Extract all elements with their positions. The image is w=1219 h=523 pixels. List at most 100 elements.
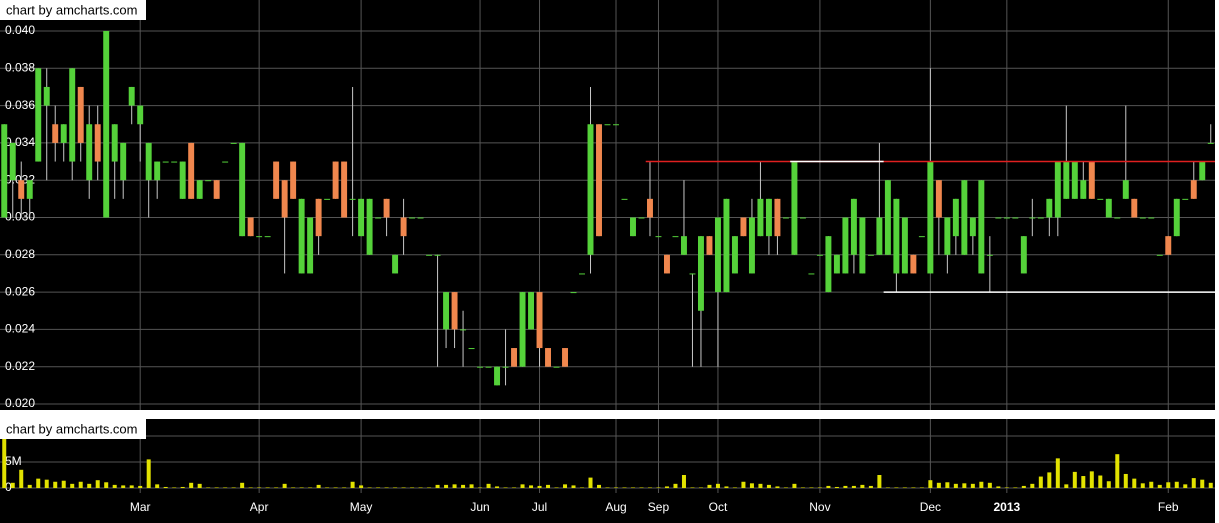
- candle-body: [315, 198, 322, 237]
- candle-body: [1173, 198, 1180, 237]
- volume-bar: [223, 487, 228, 488]
- volume-bar: [1038, 476, 1043, 488]
- candle-body: [808, 273, 815, 275]
- volume-bar: [877, 475, 882, 488]
- candle-body: [324, 198, 331, 200]
- candle-body: [120, 142, 127, 181]
- volume-bar: [452, 484, 457, 488]
- panel-gap: [0, 410, 1219, 419]
- volume-bar: [707, 484, 712, 488]
- candle-body: [791, 161, 798, 255]
- candle-body: [1114, 217, 1121, 219]
- volume-bar: [1132, 478, 1137, 488]
- volume-bar: [851, 485, 856, 488]
- candle-body: [383, 198, 390, 218]
- candle-body: [604, 124, 611, 126]
- y-tick-label: 0.036: [5, 98, 35, 112]
- volume-bar: [809, 487, 814, 488]
- volume-bar: [478, 487, 483, 488]
- candle-body: [1199, 161, 1206, 181]
- x-tick-label: 2013: [993, 500, 1020, 514]
- candle-body: [1020, 236, 1027, 274]
- volume-bar: [639, 487, 644, 488]
- x-tick-label: Oct: [709, 500, 728, 514]
- candle-body: [111, 124, 118, 162]
- candle-body: [723, 198, 730, 293]
- candle-body: [1046, 198, 1053, 218]
- volume-bar: [979, 481, 984, 488]
- candle-body: [638, 217, 645, 219]
- candle-body: [647, 198, 653, 218]
- x-tick-label: Feb: [1158, 500, 1179, 514]
- candle-body: [757, 198, 764, 237]
- volume-bar: [512, 487, 517, 488]
- candle-body: [171, 161, 178, 163]
- x-tick-label: Jul: [532, 500, 547, 514]
- volume-bar: [885, 487, 890, 488]
- volume-bar: [206, 487, 211, 488]
- volume-bar: [911, 487, 916, 488]
- volume-bar: [95, 480, 100, 488]
- candle-body: [528, 292, 535, 330]
- candle-body: [86, 124, 93, 181]
- candle-body: [341, 161, 348, 218]
- y-tick-label: 0.034: [5, 135, 35, 149]
- volume-bar: [27, 484, 32, 488]
- x-tick-label: Sep: [648, 500, 670, 514]
- candle-body: [502, 366, 509, 368]
- volume-bar: [53, 481, 58, 488]
- candle-body: [417, 217, 424, 219]
- volume-bar: [605, 487, 610, 488]
- volume-bar: [308, 487, 313, 488]
- candle-body: [307, 217, 314, 274]
- candle-body: [672, 236, 679, 238]
- volume-bar: [843, 485, 848, 488]
- volume-bar: [316, 484, 321, 488]
- volume-bar: [698, 487, 703, 488]
- y-tick-label: 0.022: [5, 359, 35, 373]
- volume-bar: [902, 487, 907, 488]
- candle-body: [944, 217, 951, 255]
- volume-bar: [656, 487, 661, 488]
- candle-body: [579, 273, 585, 275]
- volume-bar: [868, 485, 873, 488]
- candle-body: [867, 254, 874, 256]
- candle-body: [816, 254, 823, 256]
- candle-body: [273, 161, 280, 199]
- volume-bar: [741, 481, 746, 488]
- x-tick-label: Mar: [130, 500, 151, 514]
- candle-body: [910, 254, 917, 274]
- candle-body: [859, 217, 866, 274]
- candle-body: [103, 31, 110, 218]
- volume-bar: [240, 482, 245, 488]
- candle-body: [545, 348, 551, 367]
- volume-bar: [36, 478, 41, 488]
- volume-bar: [953, 483, 958, 488]
- volume-bar: [342, 487, 347, 488]
- candle-body: [706, 236, 713, 255]
- candle-body: [451, 292, 458, 330]
- volume-bar: [928, 480, 933, 488]
- candle-body: [128, 86, 135, 106]
- candle-body: [137, 105, 144, 125]
- volume-bar: [1081, 476, 1086, 488]
- candle-body: [290, 161, 297, 199]
- candle-body: [1029, 217, 1036, 219]
- candle-body: [35, 68, 42, 162]
- volume-bar: [945, 482, 950, 488]
- candle-body: [213, 180, 220, 199]
- candle-body: [995, 217, 1002, 219]
- volume-bar: [1106, 481, 1111, 488]
- candle-body: [1088, 161, 1095, 199]
- volume-bar: [613, 487, 618, 488]
- candle-body: [553, 366, 560, 368]
- candle-body: [477, 366, 484, 368]
- candle-body: [536, 292, 543, 349]
- candle-body: [680, 236, 687, 255]
- candle-body: [1131, 198, 1138, 218]
- volume-bar: [367, 487, 372, 488]
- candle-body: [1122, 180, 1129, 199]
- volume-bar: [520, 484, 525, 488]
- volume-bar: [529, 485, 534, 488]
